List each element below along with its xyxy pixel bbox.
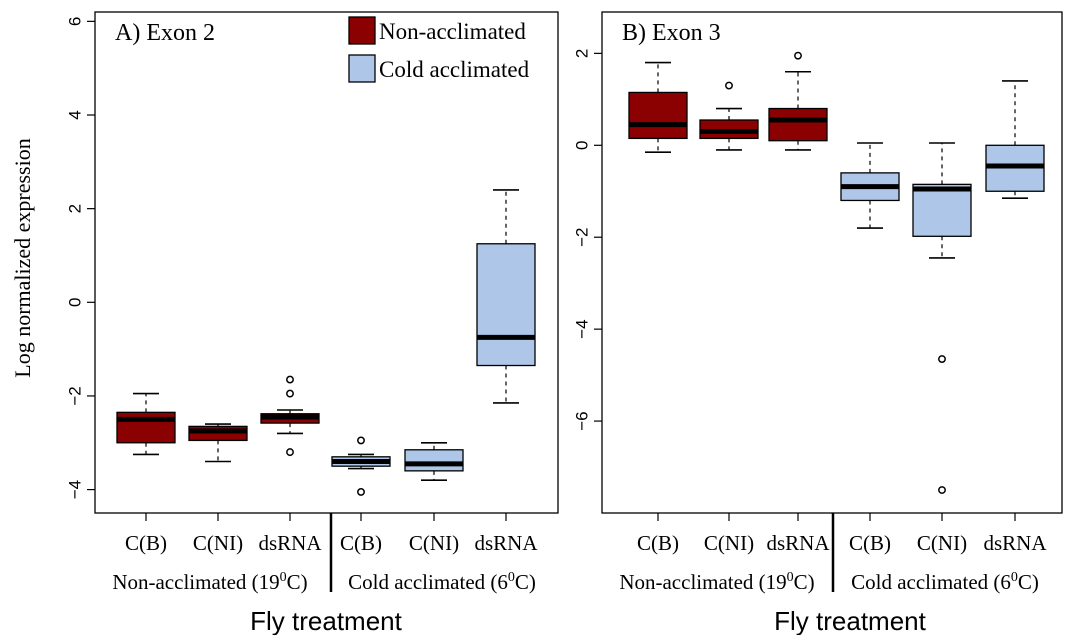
legend-swatch (348, 54, 376, 83)
y-tick-label: 4 (66, 110, 85, 119)
box-non-acclimated-cni (188, 423, 248, 463)
group-label: Cold acclimated (60C) (851, 570, 1039, 594)
group-label: Non-acclimated (190C) (112, 570, 307, 594)
x-tick-label: C(B) (125, 531, 167, 555)
legend-swatch (348, 16, 376, 45)
y-tick-label: 0 (573, 141, 592, 150)
outlier-point (357, 487, 365, 496)
outlier-point (725, 81, 733, 90)
x-tick-label: dsRNA (258, 531, 322, 555)
box-non-acclimated-cb (116, 392, 176, 456)
legend-label: Non-acclimated (379, 19, 526, 44)
x-tick-label: C(NI) (917, 531, 967, 555)
box-cold-acclimated-cb (840, 142, 900, 229)
y-tick-label: 2 (66, 204, 85, 213)
y-tick-label: −4 (66, 480, 85, 499)
legend-label: Cold acclimated (379, 57, 530, 82)
y-tick-label: 2 (573, 49, 592, 58)
x-axis-label: Fly treatment (774, 606, 926, 635)
box-cold-acclimated-cni (404, 441, 464, 482)
legend: Non-acclimated Cold acclimated (348, 16, 530, 83)
x-tick-label: C(NI) (704, 531, 754, 555)
x-tick-label: dsRNA (474, 531, 538, 555)
y-tick-label: −6 (573, 411, 592, 430)
x-tick-label: dsRNA (766, 531, 830, 555)
box-iqr (628, 91, 688, 140)
x-tick-label: C(NI) (193, 531, 243, 555)
y-tick-label: −4 (573, 319, 592, 338)
panel-exon-3: B) Exon 3 2 0 −2 −4 −6 C(B) C(NI) dsRNA C(B) C(NI)… (573, 11, 1063, 635)
box-iqr (912, 183, 972, 237)
box-cold-acclimated-dsrna (476, 189, 536, 404)
outlier-point (938, 355, 946, 363)
x-tick-label: C(B) (340, 531, 382, 555)
box-cold-acclimated-cb (331, 436, 391, 496)
y-tick-label: 0 (66, 298, 85, 307)
panel-title: A) Exon 2 (115, 20, 215, 46)
box-non-acclimated-dsrna (768, 51, 828, 151)
outlier-point (794, 51, 802, 60)
x-axis-label: Fly treatment (250, 606, 402, 635)
plot-frame (601, 11, 1063, 514)
x-tick-label: C(NI) (409, 531, 459, 555)
group-label: Cold acclimated (60C) (348, 570, 536, 594)
panel-exon-2: A) Exon 2 6 4 2 0 −2 −4 C(B) C(NI) dsRNA C(B) C(NI)… (66, 11, 559, 635)
y-tick-label: −2 (66, 386, 85, 405)
plot-frame (94, 11, 559, 514)
panel-title: B) Exon 3 (622, 20, 721, 46)
y-tick-label: 6 (66, 17, 85, 26)
x-tick-label: C(B) (637, 531, 679, 555)
outlier-point (286, 448, 294, 457)
box-non-acclimated-dsrna (260, 375, 320, 457)
y-tick-label: −2 (573, 228, 592, 247)
box-non-acclimated-cni (699, 81, 759, 151)
box-iqr (476, 243, 536, 367)
outlier-point (286, 389, 294, 398)
box-non-acclimated-cb (628, 61, 688, 153)
outlier-point (286, 375, 294, 384)
group-label: Non-acclimated (190C) (619, 570, 814, 594)
outlier-point (938, 486, 946, 494)
box-iqr (768, 107, 828, 142)
box-cold-acclimated-cni (912, 142, 972, 494)
outlier-point (357, 436, 365, 445)
box-cold-acclimated-dsrna (985, 80, 1045, 199)
x-tick-label: dsRNA (983, 531, 1047, 555)
x-tick-label: C(B) (849, 531, 891, 555)
y-axis-label: Log normalized expression (10, 138, 35, 378)
box-iqr (404, 449, 464, 472)
